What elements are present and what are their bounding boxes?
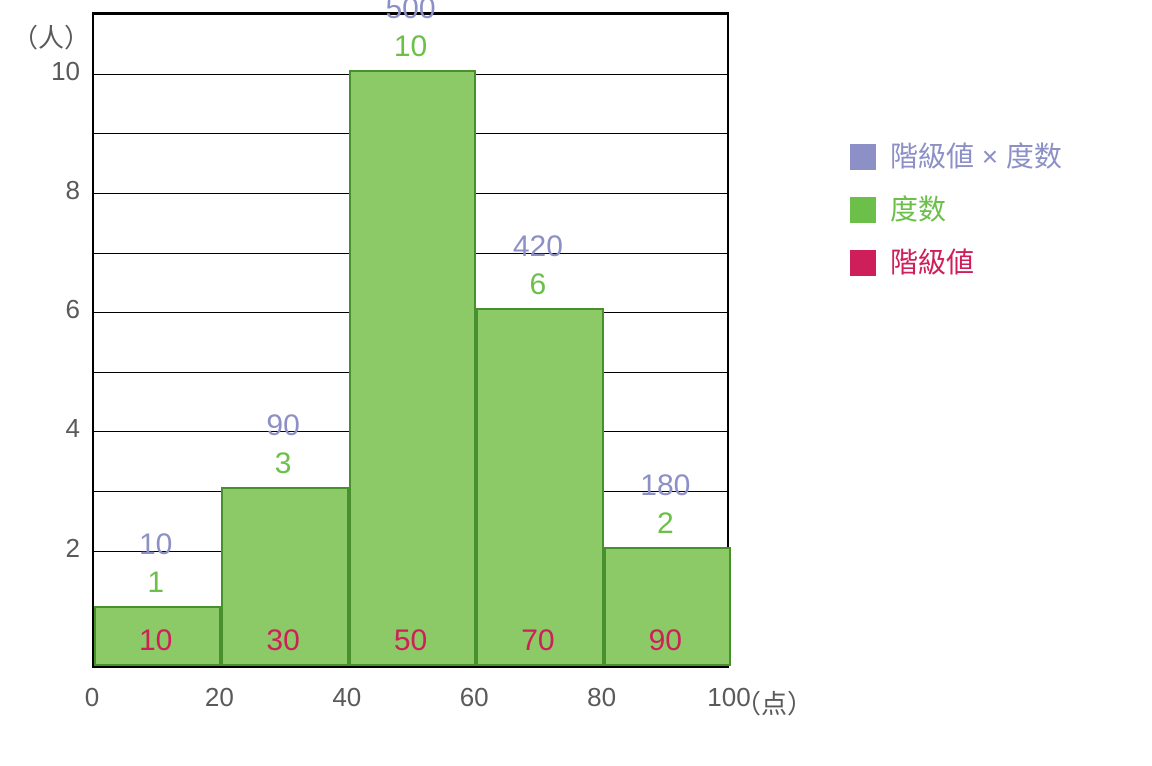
y-tick-label: 8	[40, 175, 80, 206]
frequency-label: 10	[394, 30, 427, 64]
frequency-label: 1	[147, 566, 164, 600]
histogram-bar	[349, 70, 476, 666]
legend-label: 度数	[890, 183, 946, 236]
histogram-bar	[476, 308, 603, 666]
x-tick-label: 0	[85, 682, 99, 713]
plot-area	[92, 12, 729, 668]
y-axis-title: （人）	[12, 18, 90, 55]
y-tick-label: 4	[40, 413, 80, 444]
legend-item-class-value: 階級値	[850, 236, 1062, 289]
class-value-label: 90	[649, 624, 682, 658]
legend-label: 階級値 × 度数	[890, 130, 1062, 183]
frequency-label: 3	[275, 447, 292, 481]
square-icon	[850, 250, 876, 276]
class-value-label: 70	[521, 624, 554, 658]
x-tick-label: 20	[205, 682, 234, 713]
frequency-label: 6	[530, 268, 547, 302]
square-icon	[850, 144, 876, 170]
legend: 階級値 × 度数 度数 階級値	[850, 130, 1062, 290]
x-tick-label: 60	[460, 682, 489, 713]
square-icon	[850, 197, 876, 223]
class-value-label: 10	[139, 624, 172, 658]
product-label: 180	[640, 469, 690, 503]
product-label: 10	[139, 528, 172, 562]
class-value-label: 50	[394, 624, 427, 658]
legend-item-frequency: 度数	[850, 183, 1062, 236]
product-label: 90	[266, 409, 299, 443]
product-label: 420	[513, 230, 563, 264]
x-tick-label: 40	[332, 682, 361, 713]
frequency-label: 2	[657, 507, 674, 541]
x-tick-label: 100	[707, 682, 750, 713]
class-value-label: 30	[266, 624, 299, 658]
legend-label: 階級値	[890, 236, 974, 289]
chart-container: （人） （点） 階級値 × 度数 度数 階級値 2468100204060801…	[0, 0, 1152, 766]
product-label: 500	[385, 0, 435, 26]
legend-item-product: 階級値 × 度数	[850, 130, 1062, 183]
x-tick-label: 80	[587, 682, 616, 713]
y-tick-label: 6	[40, 294, 80, 325]
y-tick-label: 10	[40, 56, 80, 87]
y-tick-label: 2	[40, 533, 80, 564]
